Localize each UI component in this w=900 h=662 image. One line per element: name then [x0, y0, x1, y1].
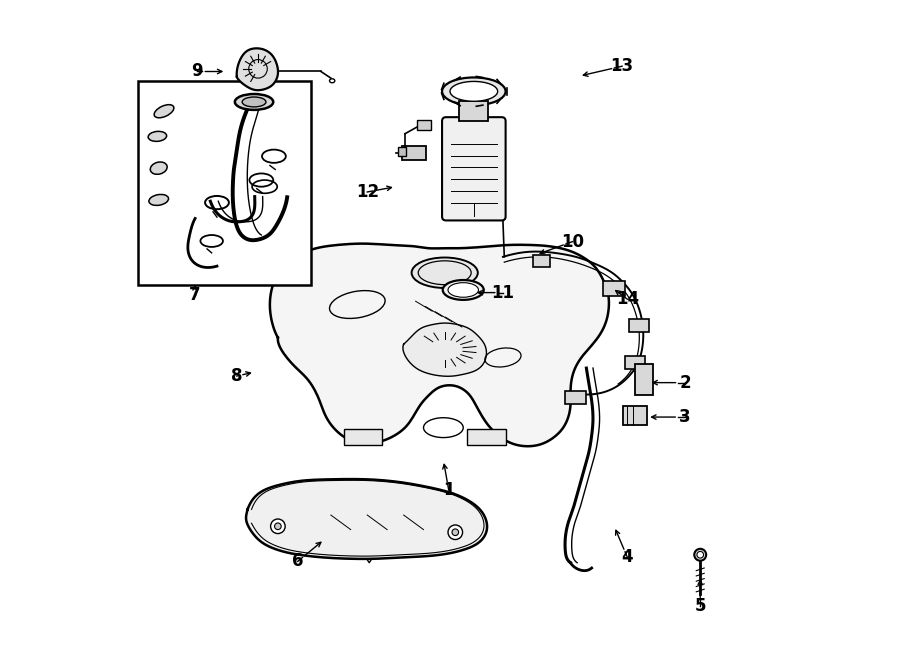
- Ellipse shape: [450, 81, 498, 101]
- Bar: [565, 391, 587, 404]
- Text: 9: 9: [192, 62, 202, 81]
- Ellipse shape: [271, 519, 285, 534]
- Ellipse shape: [235, 94, 274, 110]
- Text: 12: 12: [356, 183, 379, 201]
- Bar: [344, 429, 382, 445]
- Text: 11: 11: [491, 283, 515, 302]
- Text: 8: 8: [231, 367, 243, 385]
- Text: 2: 2: [680, 373, 691, 392]
- Ellipse shape: [154, 105, 174, 118]
- Ellipse shape: [442, 77, 506, 105]
- Ellipse shape: [148, 131, 166, 142]
- Ellipse shape: [448, 283, 479, 297]
- Polygon shape: [270, 244, 609, 446]
- Text: 7: 7: [189, 285, 201, 304]
- Text: 10: 10: [561, 232, 584, 251]
- Ellipse shape: [148, 195, 168, 205]
- Text: 1: 1: [443, 481, 454, 499]
- Bar: [635, 364, 652, 395]
- Ellipse shape: [443, 280, 484, 300]
- Ellipse shape: [448, 525, 463, 540]
- Text: 6: 6: [292, 552, 303, 571]
- Text: 13: 13: [610, 57, 634, 75]
- Bar: [417, 120, 431, 130]
- Bar: [626, 356, 645, 369]
- Ellipse shape: [274, 523, 281, 530]
- Polygon shape: [403, 323, 487, 376]
- Ellipse shape: [697, 551, 704, 558]
- Text: 5: 5: [695, 596, 706, 615]
- Ellipse shape: [411, 258, 478, 288]
- Bar: [467, 429, 506, 445]
- Text: 14: 14: [616, 290, 639, 308]
- Text: 3: 3: [680, 408, 691, 426]
- Bar: [138, 81, 311, 285]
- Bar: [533, 255, 550, 267]
- Ellipse shape: [242, 97, 266, 107]
- Bar: [402, 146, 427, 160]
- FancyBboxPatch shape: [442, 117, 506, 220]
- Bar: [624, 406, 647, 425]
- Text: 4: 4: [622, 548, 634, 567]
- Polygon shape: [246, 479, 487, 559]
- Ellipse shape: [452, 529, 459, 536]
- Bar: [399, 147, 406, 156]
- Bar: [603, 281, 625, 296]
- Polygon shape: [237, 48, 278, 90]
- Bar: [629, 319, 649, 332]
- Bar: [459, 101, 489, 121]
- Ellipse shape: [694, 549, 706, 561]
- Ellipse shape: [150, 162, 167, 174]
